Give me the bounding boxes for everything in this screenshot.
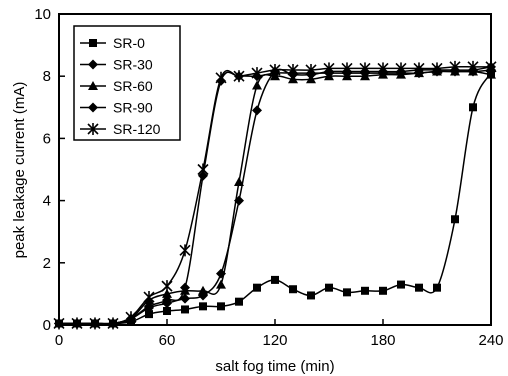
x-tick-label: 240 [478,332,503,349]
series-sr-90-point [198,290,208,301]
legend-label: SR-0 [113,35,145,51]
series-sr-0-point [253,283,261,292]
x-tick-label: 0 [55,332,63,349]
y-tick-label: 10 [34,6,51,23]
series-sr-90-point [180,293,190,304]
legend-label: SR-90 [113,100,153,116]
legend-label: SR-30 [113,57,153,73]
legend-label: SR-60 [113,78,153,94]
series-sr-0-point [469,103,477,112]
series-sr-60-point [198,285,208,295]
x-tick-label: 60 [159,332,176,349]
y-tick-label: 0 [43,317,51,334]
series-sr-120-point [413,62,425,75]
series-sr-120-point [341,62,353,75]
series-sr-120-point [71,317,83,330]
series-sr-120-point [107,317,119,330]
x-tick-label: 180 [370,332,395,349]
series-sr-0-point [325,283,333,292]
series-sr-120-point [305,63,317,76]
series-sr-0-point [433,283,441,292]
series-sr-120-point [215,71,227,84]
series-sr-120-point [467,60,479,73]
series-sr-120-point [395,62,407,75]
series-sr-0-point [361,286,369,295]
series-sr-0-point [343,288,351,297]
series-sr-120-point [53,317,65,330]
series-sr-60-point [216,279,226,289]
series-sr-0-point [199,302,207,311]
series-sr-0-point [163,307,171,316]
legend-item-sr-120: SR-120 [80,121,161,137]
legend-marker [88,81,98,90]
series-sr-60-point [252,80,262,90]
legend-marker [88,59,98,70]
series-sr-0-point [451,215,459,224]
series-sr-0-point [289,285,297,294]
legend-marker [88,102,98,113]
y-tick-label: 2 [43,255,51,272]
series-sr-120-point [431,62,443,75]
series-sr-120 [53,60,497,330]
series-sr-60-point [486,69,496,79]
series-sr-90-point [162,298,172,309]
series-sr-120-point [287,63,299,76]
series-sr-60-point [234,176,244,186]
series-sr-60-point [180,285,190,295]
y-tick-label: 4 [43,193,51,210]
legend-item-sr-30: SR-30 [80,57,153,73]
series-sr-90-point [252,105,262,116]
y-tick-label: 8 [43,68,51,85]
series-sr-0-point [271,275,279,284]
series-sr-120-point [161,280,173,293]
series-sr-120-point [269,63,281,76]
legend-marker [89,39,97,47]
series-sr-120-point [377,62,389,75]
series-sr-90-point [216,268,226,279]
y-axis-title: peak leakage current (mA) [11,82,28,259]
series-sr-120-point [323,62,335,75]
series-sr-0-point [307,291,315,300]
series-sr-60-point [162,288,172,298]
series-sr-120-point [359,62,371,75]
series-sr-120-point [485,60,497,73]
series-sr-0-point [397,280,405,289]
series-sr-120-point [197,163,209,176]
legend-item-sr-60: SR-60 [80,78,153,94]
x-tick-label: 120 [262,332,287,349]
legend-item-sr-90: SR-90 [80,100,153,116]
series-sr-0-point [181,305,189,314]
series-sr-120-point [179,244,191,257]
legend-item-sr-0: SR-0 [80,35,145,51]
legend: SR-0 SR-30 SR-60 SR-90 SR-120 [73,25,181,141]
series-sr-120-point [233,70,245,83]
series-sr-120-point [125,311,137,324]
x-axis-title: salt fog time (min) [215,358,334,375]
legend-marker [87,123,99,135]
series-sr-120-point [449,60,461,73]
series-sr-120-point [251,67,263,80]
series-sr-0-point [217,302,225,311]
series-sr-0-point [415,283,423,292]
series-sr-120-point [89,317,101,330]
y-tick-label: 6 [43,130,51,147]
series-sr-0-point [145,310,153,319]
series-sr-90-point [234,195,244,206]
series-sr-0-point [379,286,387,295]
legend-label: SR-120 [113,121,161,137]
series-sr-90-point [144,302,154,313]
series-sr-0-point [235,297,243,306]
series-sr-120-point [143,291,155,304]
